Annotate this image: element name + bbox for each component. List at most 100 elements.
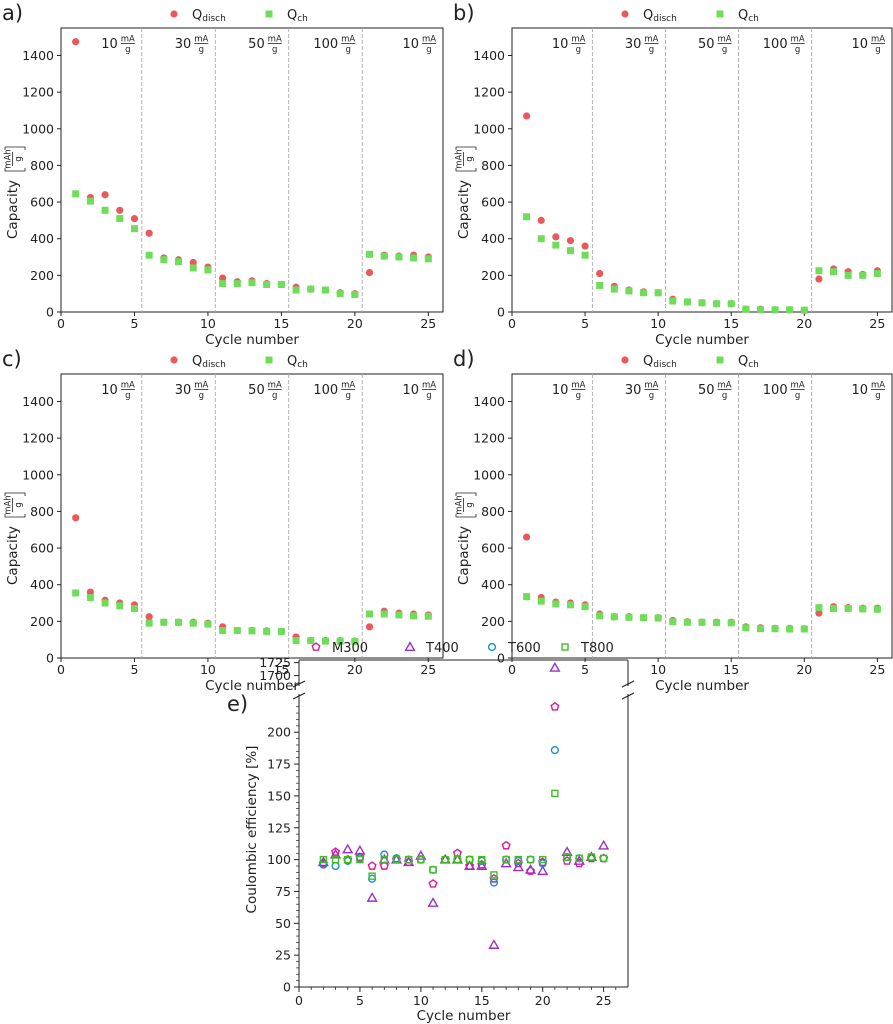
x-tick-label: 15 (474, 993, 490, 1008)
data-point (379, 861, 389, 870)
legend-subscript: disch (653, 360, 677, 370)
rate-value: 100 (313, 37, 338, 52)
x-tick-label: 5 (130, 662, 138, 677)
data-point (263, 627, 271, 635)
x-tick-label: 0 (508, 316, 516, 331)
data-point (72, 38, 80, 46)
data-point (465, 855, 474, 864)
rate-fraction: mAg (871, 35, 885, 56)
rate-label: 10 mAg (101, 35, 135, 56)
legend-label: Qch (287, 354, 308, 370)
rate-label: 10 mAg (101, 381, 135, 402)
data-point (331, 861, 340, 871)
series-Qch (72, 589, 432, 646)
y-tick-label: 200 (267, 725, 291, 740)
data-point (219, 280, 227, 288)
data-point (552, 600, 560, 608)
data-point (404, 855, 413, 864)
panel-label: d) (453, 347, 475, 371)
data-point (175, 258, 183, 266)
data-point (859, 271, 867, 279)
x-tick-label: 15 (273, 316, 289, 331)
series-Qdisch (72, 38, 432, 298)
y-axis-label-text: Capacity (5, 180, 21, 239)
data-point (367, 861, 377, 870)
y-tick-label: 1200 (473, 85, 505, 100)
data-point (417, 855, 425, 864)
y-tick-label: 400 (481, 231, 505, 246)
data-point (219, 274, 227, 282)
data-point (698, 299, 706, 307)
x-tick-label: 15 (273, 662, 289, 677)
data-point (873, 270, 881, 278)
data-point (395, 611, 403, 619)
data-point (537, 235, 545, 243)
rate-value: 100 (763, 37, 788, 52)
rate-unit-num: mA (571, 35, 585, 45)
x-axis-label: Cycle number (205, 678, 299, 694)
rate-value: 100 (763, 383, 788, 398)
y-axis-unit-den: g (465, 156, 475, 161)
y-tick-label: 0 (283, 980, 291, 995)
data-point (380, 610, 388, 618)
rate-unit-den: g (649, 45, 654, 55)
data-point (669, 618, 677, 626)
x-tick-label: 5 (581, 662, 589, 677)
unit-bracket-right (455, 492, 477, 496)
rate-unit-num: mA (341, 381, 355, 391)
rate-value: 10 (402, 383, 419, 398)
data-point (537, 597, 545, 605)
data-point (815, 604, 823, 612)
data-point (380, 850, 389, 859)
rate-label: 10 mAg (552, 35, 586, 56)
rate-value: 30 (175, 37, 192, 52)
legend-marker (561, 643, 569, 651)
rate-fraction: mAg (717, 381, 731, 402)
data-point (248, 627, 256, 635)
data-point (524, 863, 537, 874)
data-point (640, 614, 648, 622)
rate-label: 30 mAg (175, 381, 209, 402)
x-tick-label: 0 (508, 662, 516, 677)
x-tick-label: 0 (295, 993, 303, 1008)
data-point (277, 281, 285, 289)
rate-label: 30 mAg (625, 381, 659, 402)
data-point (145, 619, 153, 627)
legend-label: Qdisch (192, 8, 226, 24)
data-point (463, 860, 476, 870)
data-point (563, 853, 571, 861)
data-point (844, 605, 852, 613)
data-point (277, 627, 285, 635)
rate-unit-num: mA (268, 35, 282, 45)
x-tick-label: 20 (535, 993, 551, 1008)
y-axis-label: Capacity mAh g (4, 492, 26, 585)
data-point (873, 605, 881, 613)
rate-fraction: mAg (871, 381, 885, 402)
data-point (552, 233, 560, 241)
y-tick-label: 25 (275, 948, 291, 963)
data-point (625, 287, 633, 295)
rate-fraction: mAg (422, 381, 436, 402)
legend: Qdisch Qch (170, 354, 308, 370)
data-point (160, 618, 168, 626)
data-point (336, 290, 344, 298)
data-point (713, 619, 721, 627)
plot-frame (511, 373, 893, 659)
legend-label: T600 (507, 641, 541, 656)
rate-unit-num: mA (791, 381, 805, 391)
data-point (116, 206, 124, 214)
data-point (189, 619, 197, 627)
y-axis-unit-num: mAh (4, 495, 14, 514)
x-axis-label: Cycle number (417, 1008, 511, 1024)
rate-value: 30 (175, 383, 192, 398)
rate-unit-den: g (649, 391, 654, 401)
legend: M300 T400 T600 T800 (311, 641, 614, 656)
axis-break-mark (292, 692, 306, 700)
x-tick-label: 20 (347, 316, 363, 331)
data-point (189, 264, 197, 272)
y-tick-label: 1725 (259, 655, 291, 670)
legend-label: Qch (738, 354, 759, 370)
data-point (844, 271, 852, 279)
data-point (771, 625, 779, 633)
unit-bracket-right (4, 146, 26, 150)
